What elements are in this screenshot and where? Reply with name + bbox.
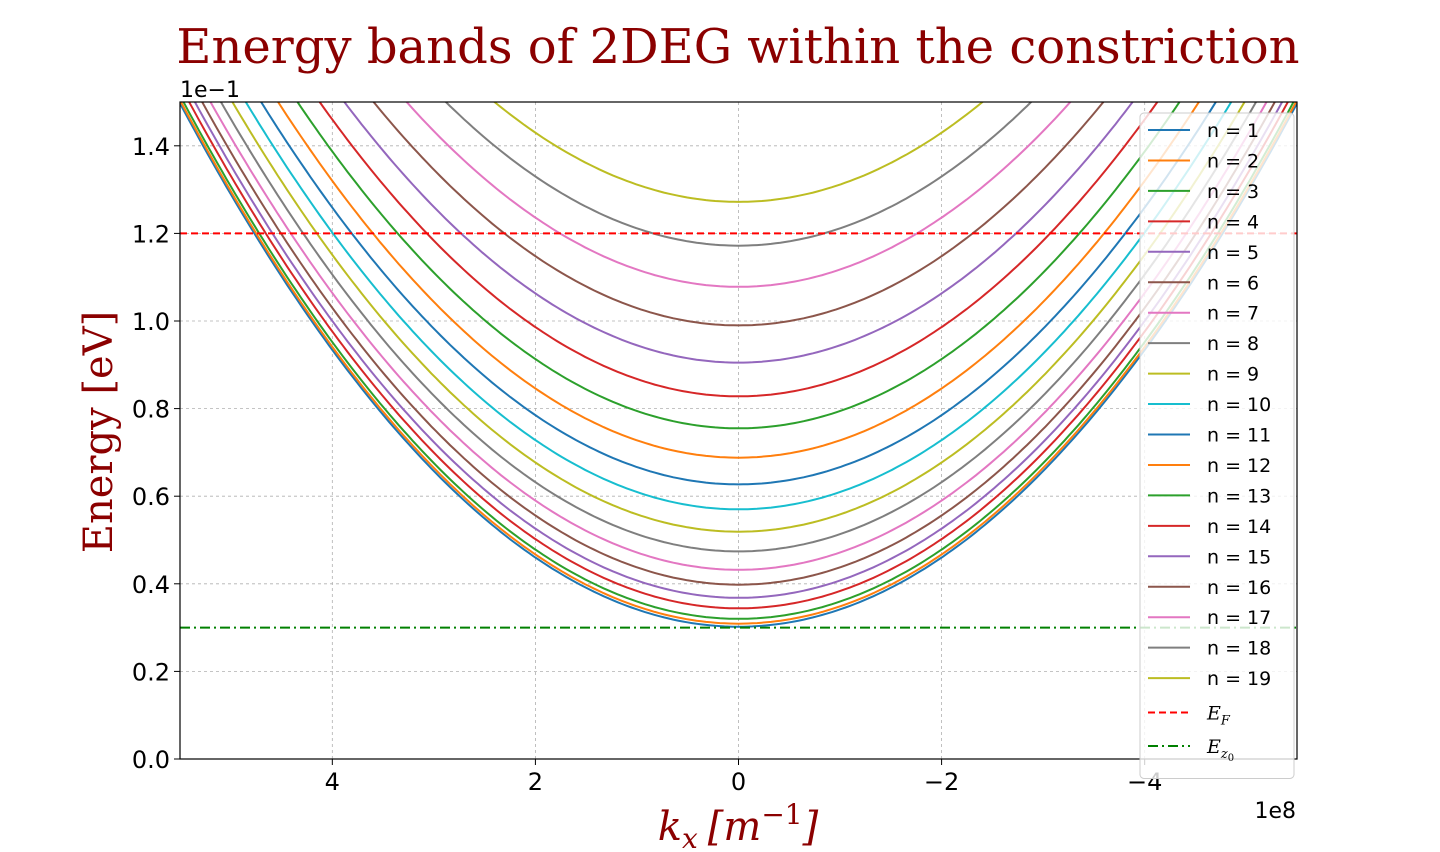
legend-label: n = 19 xyxy=(1207,668,1271,690)
legend-label: n = 10 xyxy=(1207,394,1271,416)
legend-label: n = 9 xyxy=(1207,364,1259,386)
legend-label: n = 3 xyxy=(1207,181,1259,203)
legend-label: n = 15 xyxy=(1207,546,1271,568)
band-curve-11 xyxy=(259,102,1218,486)
legend-label: n = 16 xyxy=(1207,577,1271,599)
band-curve-3 xyxy=(182,102,1295,620)
x-axis-label-unit-close: ] xyxy=(802,804,819,850)
band-curve-13 xyxy=(296,102,1181,430)
band-curve-1 xyxy=(180,102,1297,628)
grid xyxy=(180,102,1297,760)
x-axis-label-unit: [m xyxy=(708,804,762,850)
legend-label: Ez0 xyxy=(1206,736,1234,764)
y-tick-label: 1.2 xyxy=(132,220,170,248)
x-axis-label: kx [m−1] xyxy=(658,798,819,852)
y-tick-label: 1.4 xyxy=(132,133,170,161)
x-tick-label: 0 xyxy=(731,768,746,796)
y-tick-label: 0.6 xyxy=(132,483,170,511)
legend-label: n = 13 xyxy=(1207,485,1271,507)
legend-label: n = 4 xyxy=(1207,211,1259,233)
band-curve-10 xyxy=(244,102,1233,511)
chart-title: Energy bands of 2DEG within the constric… xyxy=(176,19,1299,75)
legend-label: EF xyxy=(1206,703,1231,729)
band-curves xyxy=(180,102,1297,628)
x-tick-label: 4 xyxy=(325,768,340,796)
y-tick-label: 1.0 xyxy=(132,308,170,336)
y-tick-label: 0.2 xyxy=(132,658,170,686)
x-axis-label-unit-exp: −1 xyxy=(761,798,802,831)
band-curve-14 xyxy=(318,102,1159,398)
legend-label: n = 1 xyxy=(1207,120,1259,142)
x-tick-label: −2 xyxy=(924,768,959,796)
legend-label: n = 17 xyxy=(1207,607,1271,629)
y-axis-multiplier: 1e−1 xyxy=(180,78,240,103)
band-curve-18 xyxy=(444,102,1033,247)
legend-label: n = 2 xyxy=(1207,150,1259,172)
y-tick-label: 0.4 xyxy=(132,571,170,599)
legend: n = 1 n = 2 n = 3 n = 4 n = 5 n = 6 n = 7 n = 8… xyxy=(1139,112,1295,779)
band-curve-16 xyxy=(372,102,1105,327)
x-axis-label-sub: x xyxy=(682,822,698,852)
x-axis-multiplier: 1e8 xyxy=(1254,799,1296,824)
legend-label: n = 12 xyxy=(1207,455,1271,477)
legend-label: n = 7 xyxy=(1207,303,1259,325)
band-curve-12 xyxy=(276,102,1201,459)
legend-box xyxy=(1139,112,1295,779)
legend-label: n = 14 xyxy=(1207,516,1271,538)
legend-label: n = 5 xyxy=(1207,242,1259,264)
band-curve-19 xyxy=(492,102,985,203)
x-axis-label-base: k xyxy=(658,804,682,850)
band-curve-2 xyxy=(180,102,1297,625)
y-axis-label: Energy [eV] xyxy=(76,311,122,553)
legend-label: n = 6 xyxy=(1207,272,1259,294)
legend-label: n = 8 xyxy=(1207,333,1259,355)
y-tick-label: 0.8 xyxy=(132,396,170,424)
reference-lines xyxy=(180,232,1297,629)
band-curve-8 xyxy=(219,102,1258,553)
band-curve-6 xyxy=(201,102,1276,586)
y-tick-label: 0.0 xyxy=(132,746,170,774)
legend-label: n = 18 xyxy=(1207,638,1271,660)
band-curve-7 xyxy=(209,102,1268,571)
band-curve-17 xyxy=(405,102,1072,288)
x-axis-ticks: 4 2 0 −2 −4 xyxy=(325,759,1162,796)
band-curve-15 xyxy=(343,102,1134,364)
legend-label: n = 11 xyxy=(1207,425,1271,447)
y-axis-ticks: 0.0 0.2 0.4 0.6 0.8 1.0 1.2 1.4 xyxy=(132,133,180,774)
band-curve-4 xyxy=(188,102,1289,610)
band-curve-5 xyxy=(193,102,1284,599)
x-tick-label: 2 xyxy=(528,768,543,796)
band-curve-9 xyxy=(231,102,1246,533)
